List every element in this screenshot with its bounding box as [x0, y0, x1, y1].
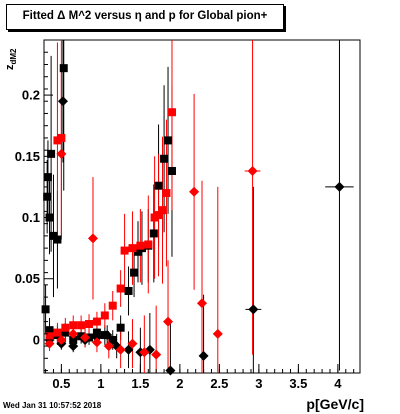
data-point-diamond: [151, 349, 162, 360]
x-tick-label: 3: [255, 376, 262, 391]
data-point-square: [162, 189, 171, 198]
data-point-diamond: [87, 233, 98, 244]
data-point-square: [116, 323, 125, 332]
data-point-square: [136, 241, 145, 250]
chart-title: Fitted Δ M^2 versus η and p for Global p…: [22, 10, 268, 22]
x-tick-label: 3.5: [289, 376, 307, 391]
data-point-diamond: [115, 344, 126, 355]
data-point-diamond: [198, 350, 209, 361]
y-axis-label-main: z: [4, 64, 16, 71]
data-point-diamond: [91, 337, 102, 348]
data-point-square: [128, 244, 137, 253]
data-point-square: [154, 211, 163, 220]
timestamp: Wed Jan 31 10:57:52 2018: [3, 401, 102, 410]
data-point-square: [154, 181, 163, 190]
x-tick-label: 2: [176, 376, 183, 391]
x-tick-label: 4: [334, 376, 342, 391]
data-point-square: [158, 206, 167, 215]
data-point-diamond: [127, 338, 138, 349]
data-point-square: [57, 133, 66, 142]
data-point-diamond: [189, 186, 200, 197]
data-point-square: [85, 320, 94, 329]
data-point-square: [120, 246, 129, 255]
data-point-square: [45, 326, 54, 335]
data-point-diamond: [139, 347, 150, 358]
x-tick-label: 1: [97, 376, 104, 391]
data-point-diamond: [68, 328, 79, 339]
data-point-diamond: [56, 148, 67, 159]
data-point-square: [167, 166, 176, 175]
y-tick-label: 0.05: [15, 271, 40, 286]
data-point-diamond: [165, 365, 176, 376]
title-box: Fitted Δ M^2 versus η and p for Global p…: [6, 4, 284, 30]
x-tick-label: 1.5: [131, 376, 149, 391]
data-point-diamond: [56, 334, 67, 345]
data-markers: [41, 64, 345, 376]
data-point-square: [130, 268, 139, 277]
y-tick-label: 0.15: [15, 149, 40, 164]
data-point-square: [124, 286, 133, 295]
data-point-diamond: [123, 344, 134, 355]
data-point-square: [108, 301, 117, 310]
data-point-diamond: [247, 165, 258, 176]
data-point-square: [61, 323, 70, 332]
data-point-diamond: [80, 332, 91, 343]
data-point-square: [116, 284, 125, 293]
data-point-square: [61, 328, 70, 337]
data-point-square: [160, 154, 169, 163]
data-point-square: [59, 64, 68, 73]
x-axis-label: p[GeV/c]: [306, 396, 364, 412]
y-axis-label: zdM2: [4, 49, 18, 71]
data-point-square: [149, 229, 158, 238]
data-point-diamond: [103, 341, 114, 352]
y-tick-label: 0: [33, 332, 40, 347]
x-axis: 0.5 1 1.5 2 2.5 3 3.5 4: [45, 364, 355, 391]
y-tick-label: 0.2: [22, 88, 40, 103]
data-point-square: [77, 332, 86, 341]
data-point-square: [53, 328, 62, 337]
y-tick-label: 0.1: [22, 210, 40, 225]
data-point-square: [167, 108, 176, 117]
data-point-square: [43, 173, 52, 182]
y-axis: 0 0.05 0.1 0.15 0.2: [15, 51, 53, 372]
data-point-square: [100, 311, 109, 320]
data-point-square: [47, 149, 56, 158]
data-point-diamond: [334, 181, 345, 192]
data-point-square: [53, 235, 62, 244]
data-point-square: [164, 136, 173, 145]
data-point-diamond: [163, 316, 174, 327]
x-tick-label: 0.5: [52, 376, 70, 391]
data-point-square: [69, 335, 78, 344]
data-point-diamond: [68, 341, 79, 352]
y-axis-label-sub: dM2: [9, 48, 19, 65]
data-point-square: [43, 192, 52, 201]
data-point-diamond: [102, 330, 113, 341]
data-point-square: [45, 332, 54, 341]
data-point-diamond: [197, 298, 207, 309]
data-point-diamond: [57, 96, 68, 107]
data-point-square: [108, 335, 117, 344]
data-point-square: [92, 317, 101, 326]
data-point-diamond: [248, 304, 259, 315]
data-point-square: [69, 321, 78, 330]
data-point-diamond: [212, 328, 223, 339]
x-tick-label: 2.5: [210, 376, 228, 391]
data-point-square: [144, 240, 153, 249]
data-point-square: [77, 321, 86, 330]
